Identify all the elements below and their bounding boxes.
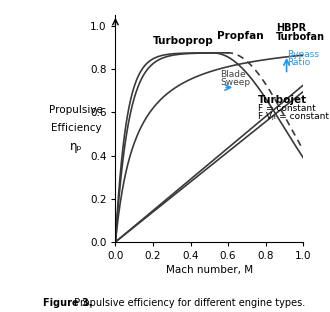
Text: Turbojet: Turbojet [258, 95, 307, 105]
Text: Propulsive efficiency for different engine types.: Propulsive efficiency for different engi… [71, 298, 305, 308]
Text: HBPR: HBPR [276, 23, 306, 33]
Text: Ratio: Ratio [287, 58, 311, 67]
Text: Sweep: Sweep [220, 78, 251, 87]
Text: Propulsive: Propulsive [49, 105, 103, 115]
Text: Bypass: Bypass [287, 50, 319, 59]
Text: Efficiency: Efficiency [51, 124, 101, 134]
Text: ηₚ: ηₚ [70, 140, 82, 153]
Text: Turbofan: Turbofan [276, 32, 325, 42]
Text: Figure 3.: Figure 3. [43, 298, 92, 308]
Text: F = constant: F = constant [258, 104, 316, 113]
Text: F Vⱼₜ = constant: F Vⱼₜ = constant [258, 112, 329, 121]
Text: Blade: Blade [220, 70, 246, 79]
X-axis label: Mach number, M: Mach number, M [166, 265, 253, 275]
Text: Propfan: Propfan [217, 31, 263, 41]
Text: Turboprop: Turboprop [153, 36, 214, 46]
